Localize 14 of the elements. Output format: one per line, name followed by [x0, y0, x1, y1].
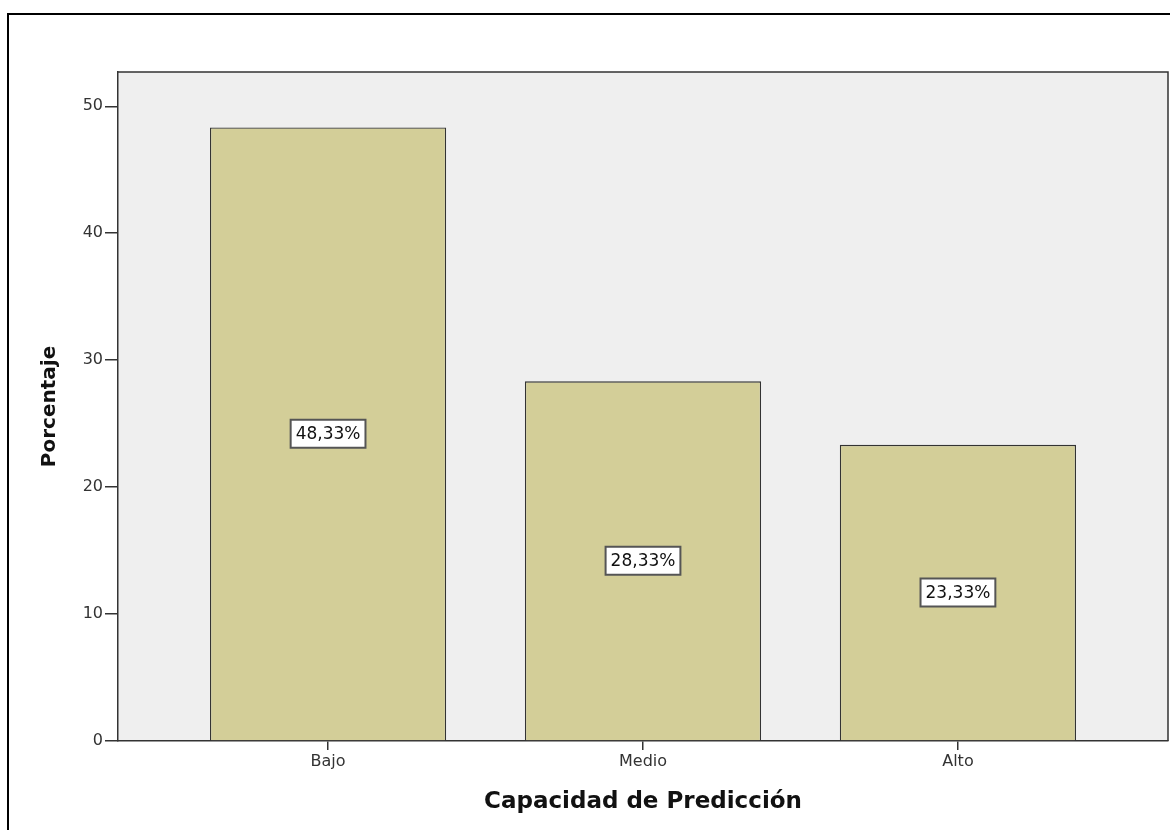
data-label: 48,33% [295, 423, 361, 444]
x-tick-label: Alto [942, 750, 974, 770]
y-tick-label: 30 [82, 349, 103, 369]
data-label: 28,33% [610, 550, 676, 571]
y-tick-label: 10 [82, 603, 103, 623]
y-tick-label: 0 [92, 730, 103, 750]
x-axis-title: Capacidad de Predicción [484, 787, 802, 814]
y-tick-label: 50 [82, 95, 103, 115]
x-tick-label: Medio [618, 750, 668, 770]
y-axis-title: Porcentaje [36, 345, 61, 468]
data-label: 23,33% [925, 581, 991, 602]
y-tick-label: 40 [82, 222, 103, 242]
x-tick-label: Bajo [310, 750, 346, 770]
y-tick-label: 20 [82, 476, 103, 496]
